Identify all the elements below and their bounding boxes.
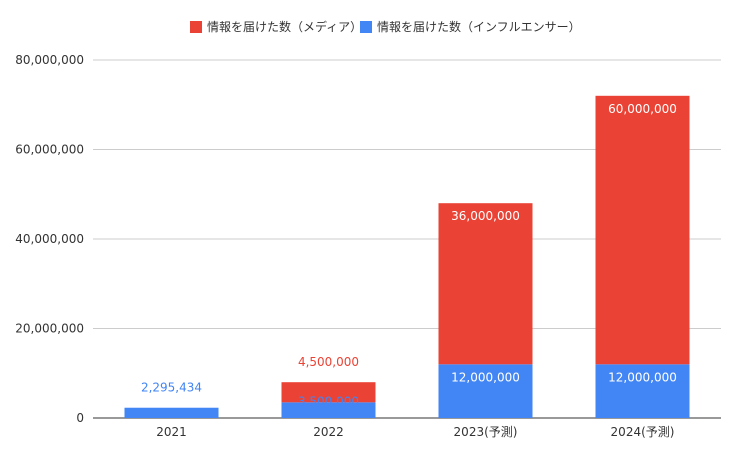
- bar-media-2: [438, 203, 533, 365]
- data-label: 3,500,000: [298, 394, 359, 408]
- bar-media-3: [595, 95, 690, 365]
- data-label: 12,000,000: [451, 370, 520, 384]
- legend: 情報を届けた数（メディア） 情報を届けた数（インフルエンサー）: [190, 19, 581, 34]
- bars: [124, 95, 690, 418]
- y-tick-label: 80,000,000: [15, 53, 84, 67]
- x-tick-label: 2024(予測): [611, 425, 675, 439]
- data-label: 36,000,000: [451, 209, 520, 223]
- legend-label: 情報を届けた数（インフルエンサー）: [377, 19, 581, 34]
- bar-influencer-3: [595, 364, 690, 418]
- data-label: 60,000,000: [608, 102, 677, 116]
- data-label: 2,295,434: [141, 381, 202, 395]
- x-tick-label: 2021: [156, 425, 187, 439]
- y-tick-label: 20,000,000: [15, 322, 84, 336]
- legend-swatch: [190, 21, 202, 33]
- data-label: 12,000,000: [608, 370, 677, 384]
- y-tick-label: 60,000,000: [15, 143, 84, 157]
- bar-media-1: [281, 382, 376, 403]
- bar-influencer-0: [124, 407, 219, 418]
- y-tick-label: 0: [76, 411, 84, 425]
- data-label: 4,500,000: [298, 355, 359, 369]
- data-labels: 2,295,434 3,500,000 4,500,000 12,000,000 36,…: [141, 102, 677, 409]
- legend-label: 情報を届けた数（メディア）: [207, 19, 362, 34]
- bar-influencer-2: [438, 364, 533, 418]
- bar-influencer-1: [281, 402, 376, 418]
- y-tick-label: 40,000,000: [15, 232, 84, 246]
- legend-swatch: [360, 21, 372, 33]
- x-tick-label: 2023(予測): [454, 425, 518, 439]
- x-tick-label: 2022: [313, 425, 344, 439]
- x-axis: 2021 2022 2023(予測) 2024(予測): [156, 425, 674, 439]
